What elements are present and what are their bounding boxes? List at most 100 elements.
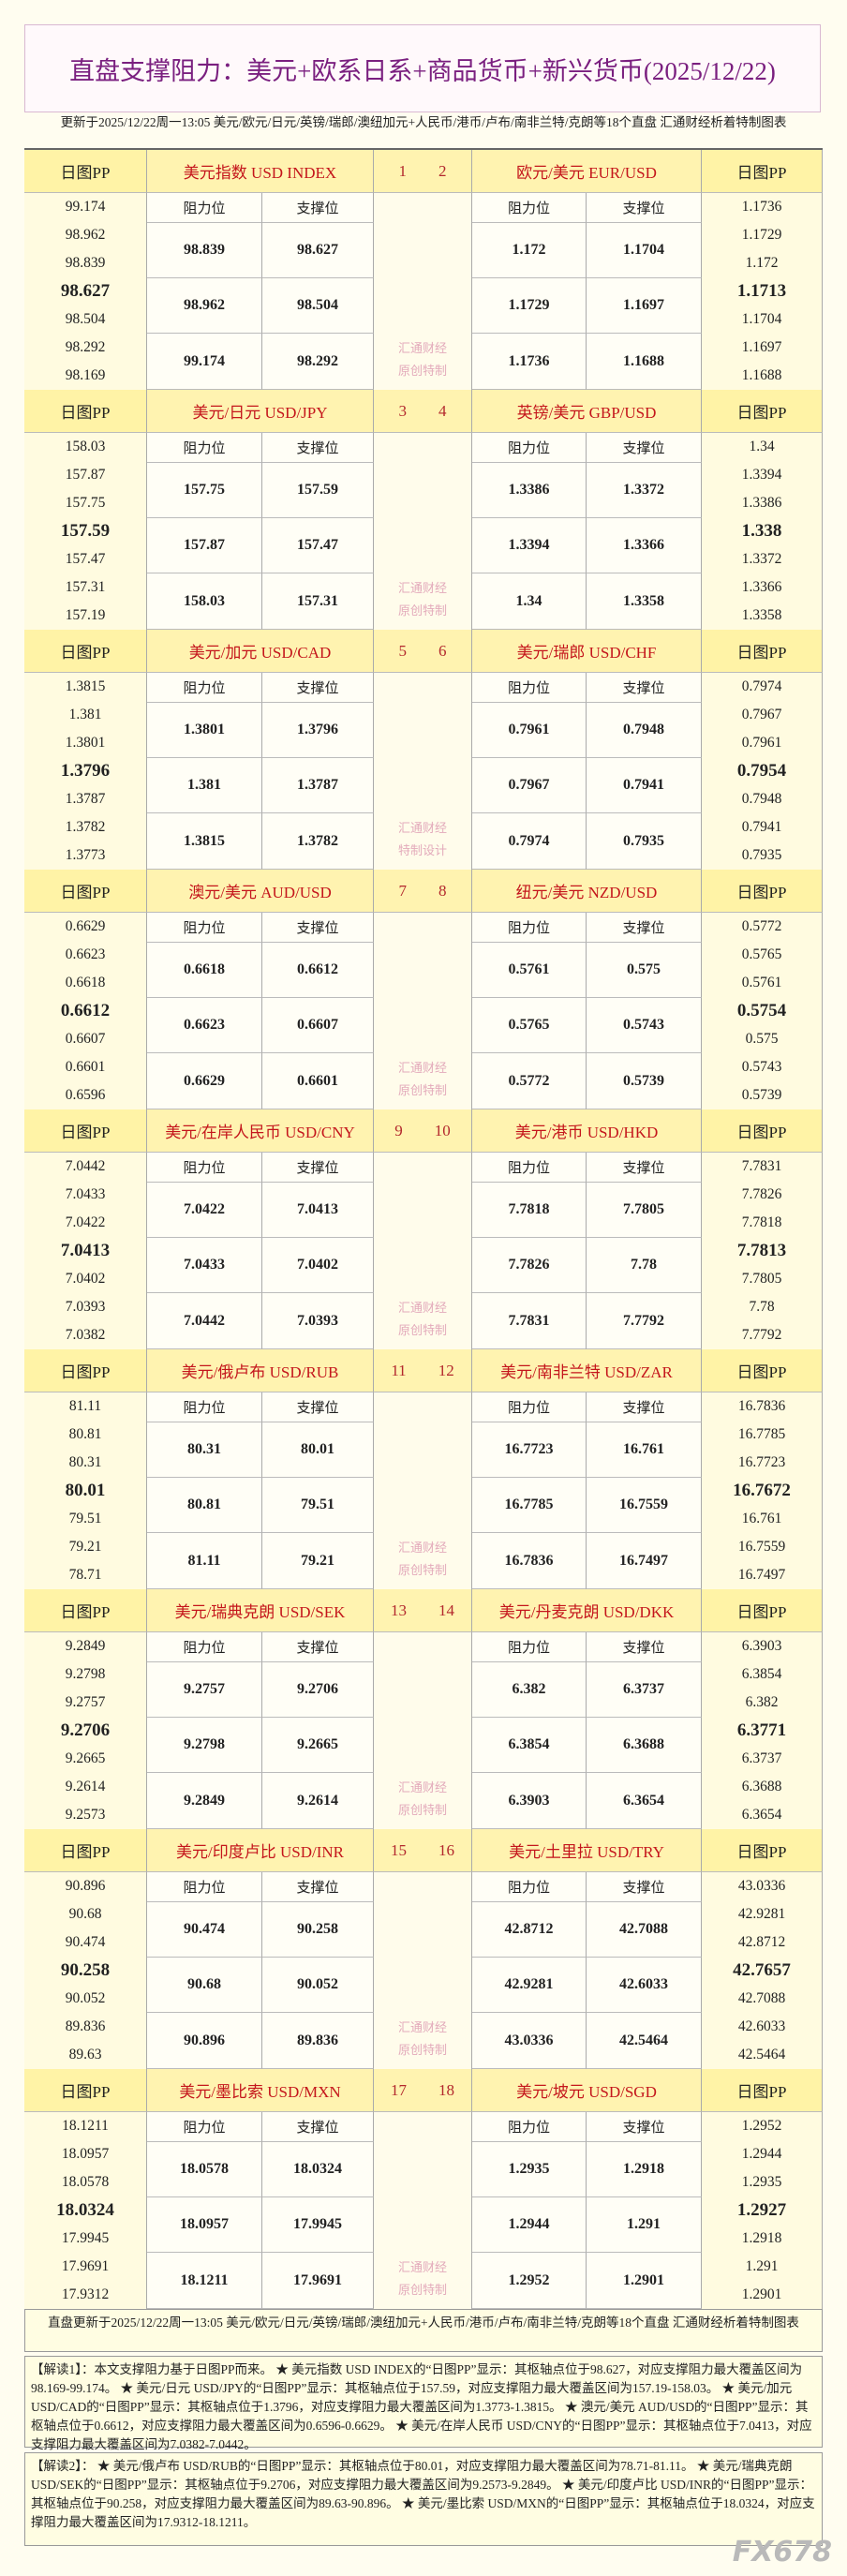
support-header: 支撑位 <box>587 913 702 943</box>
pp-value: 42.6033 <box>737 2018 786 2034</box>
pp-value: 78.71 <box>68 1567 102 1583</box>
watermark-line: 汇通财经 <box>397 2260 447 2274</box>
pair-block: 日图PP 美元/墨比索 USD/MXN 阻力位 支撑位 18.0578 18.0324 18… <box>24 2067 823 2309</box>
pp-value: 42.5464 <box>737 2047 786 2062</box>
pair-name: 纽元/美元 NZD/USD <box>472 870 702 913</box>
pair-number: 18 <box>438 2080 454 2099</box>
support-value: 80.01 <box>262 1422 374 1478</box>
support-value: 16.7497 <box>587 1533 702 1589</box>
pp-value: 6.3737 <box>741 1750 782 1766</box>
resistance-value: 80.81 <box>147 1478 262 1533</box>
pp-list: 0.6629 0.6623 0.6618 0.6612 0.6607 0.6601 0.65… <box>24 913 147 1109</box>
support-value: 0.6612 <box>262 943 374 998</box>
pp-value: 42.8712 <box>737 1934 786 1950</box>
resistance-header: 阻力位 <box>472 673 587 703</box>
pp-value: 0.6623 <box>65 946 106 962</box>
resistance-value: 0.5772 <box>472 1053 587 1109</box>
pp-value: 79.21 <box>68 1539 102 1555</box>
resistance-header: 阻力位 <box>147 673 262 703</box>
pp-value: 9.2665 <box>65 1750 106 1766</box>
resistance-value: 90.68 <box>147 1958 262 2013</box>
resistance-value: 0.7974 <box>472 813 587 870</box>
pp-value: 1.3787 <box>65 791 106 807</box>
pp-value: 43.0336 <box>737 1878 786 1894</box>
pivot-value: 18.0324 <box>56 2200 114 2220</box>
pp-value: 1.2944 <box>741 2146 782 2162</box>
pivot-value: 1.1713 <box>736 281 787 301</box>
support-value: 79.21 <box>262 1533 374 1589</box>
support-header: 支撑位 <box>587 1153 702 1183</box>
pp-list: 9.2849 9.2798 9.2757 9.2706 9.2665 9.2614 9.25… <box>24 1632 147 1829</box>
resistance-value: 80.31 <box>147 1422 262 1478</box>
support-value: 17.9691 <box>262 2253 374 2309</box>
pp-list: 1.2952 1.2944 1.2935 1.2927 1.2918 1.291 1.290… <box>702 2112 823 2309</box>
support-value: 7.0393 <box>262 1293 374 1349</box>
resistance-header: 阻力位 <box>147 433 262 463</box>
pp-value: 90.052 <box>65 1990 106 2006</box>
resistance-value: 9.2849 <box>147 1773 262 1829</box>
support-value: 9.2665 <box>262 1718 374 1773</box>
pair-number: 14 <box>438 1601 454 1619</box>
support-header: 支撑位 <box>262 1632 374 1662</box>
pp-header: 日图PP <box>24 630 147 673</box>
pp-value: 1.3372 <box>741 551 782 567</box>
pp-list: 43.0336 42.9281 42.8712 42.7657 42.7088 42.60… <box>702 1872 823 2069</box>
watermark-line: 汇通财经 <box>397 1301 447 1315</box>
watermark-line: 原创特制 <box>397 364 447 378</box>
pair-name: 澳元/美元 AUD/USD <box>147 870 374 913</box>
pp-value: 98.504 <box>65 311 106 327</box>
support-value: 7.0402 <box>262 1238 374 1293</box>
pair-number: 13 <box>391 1601 407 1619</box>
pair-number: 8 <box>438 881 447 900</box>
watermark-line: 原创特制 <box>397 1803 447 1817</box>
support-value: 7.78 <box>587 1238 702 1293</box>
pp-value: 16.7497 <box>737 1567 786 1583</box>
pair-number: 5 <box>398 641 408 660</box>
pp-list: 7.7831 7.7826 7.7818 7.7813 7.7805 7.78 7.7792 <box>702 1153 823 1349</box>
watermark-line: 原创特制 <box>397 603 447 618</box>
support-value: 7.7792 <box>587 1293 702 1349</box>
support-value: 42.6033 <box>587 1958 702 2013</box>
pp-value: 98.962 <box>65 227 106 243</box>
resistance-header: 阻力位 <box>472 1872 587 1902</box>
pair-block: 日图PP 美元/瑞典克朗 USD/SEK 阻力位 支撑位 9.2757 9.2706 9.2… <box>24 1587 823 1829</box>
pp-value: 0.5761 <box>741 975 782 990</box>
watermark-line: 汇通财经 <box>397 1061 447 1075</box>
pp-value: 1.3386 <box>741 495 782 511</box>
support-value: 1.3372 <box>587 463 702 518</box>
pp-value: 6.3854 <box>741 1666 782 1682</box>
pp-value: 1.381 <box>68 707 102 722</box>
resistance-value: 1.3394 <box>472 518 587 573</box>
pp-value: 1.1704 <box>741 311 782 327</box>
support-value: 98.627 <box>262 223 374 278</box>
pp-value: 16.7836 <box>737 1398 786 1414</box>
resistance-value: 18.0578 <box>147 2142 262 2197</box>
pair-name: 美元/俄卢布 USD/RUB <box>147 1349 374 1392</box>
resistance-value: 7.0442 <box>147 1293 262 1349</box>
resistance-value: 16.7723 <box>472 1422 587 1478</box>
pp-header: 日图PP <box>702 630 823 673</box>
pp-value: 1.3782 <box>65 819 106 835</box>
pp-list: 99.174 98.962 98.839 98.627 98.504 98.292 98.1… <box>24 193 147 390</box>
pp-value: 9.2798 <box>65 1666 106 1682</box>
pp-value: 79.51 <box>68 1511 102 1526</box>
pivot-value: 1.338 <box>741 521 782 541</box>
watermark-line: 汇通财经 <box>397 341 447 355</box>
pp-value: 1.3801 <box>65 735 106 751</box>
pair-name: 美元/墨比索 USD/MXN <box>147 2069 374 2112</box>
watermark: 汇通财经 原创特制 <box>374 1872 472 2069</box>
pp-value: 90.896 <box>65 1878 106 1894</box>
pp-value: 1.34 <box>749 439 775 454</box>
resistance-value: 42.8712 <box>472 1902 587 1958</box>
resistance-header: 阻力位 <box>147 193 262 223</box>
support-value: 98.292 <box>262 334 374 390</box>
tables: 日图PP 美元指数 USD INDEX 阻力位 支撑位 98.839 98.627 98.9… <box>24 148 823 2309</box>
pp-header: 日图PP <box>702 1589 823 1632</box>
pp-value: 7.7792 <box>741 1327 782 1343</box>
pp-value: 9.2573 <box>65 1807 106 1823</box>
pp-value: 81.11 <box>68 1398 102 1414</box>
resistance-header: 阻力位 <box>472 433 587 463</box>
resistance-header: 阻力位 <box>147 2112 262 2142</box>
